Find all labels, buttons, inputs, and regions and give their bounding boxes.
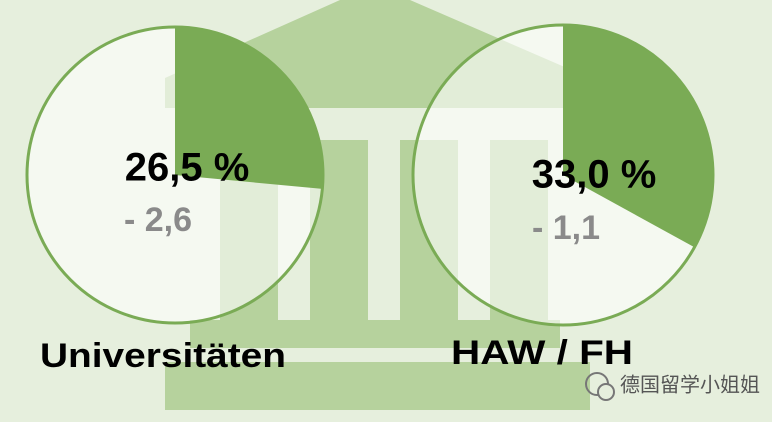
pie-slice xyxy=(563,25,714,248)
watermark-text: 德国留学小姐姐 xyxy=(620,373,760,397)
pie-title: Universitäten xyxy=(40,337,286,375)
pie-slice xyxy=(175,27,323,189)
change-label: - 2,6 xyxy=(124,201,192,239)
value-label: 33,0 % xyxy=(532,153,657,197)
value-label: 26,5 % xyxy=(125,146,250,190)
watermark: 德国留学小姐姐 xyxy=(585,372,760,401)
pie-title: HAW / FH xyxy=(451,334,633,372)
change-label: - 1,1 xyxy=(532,209,600,247)
